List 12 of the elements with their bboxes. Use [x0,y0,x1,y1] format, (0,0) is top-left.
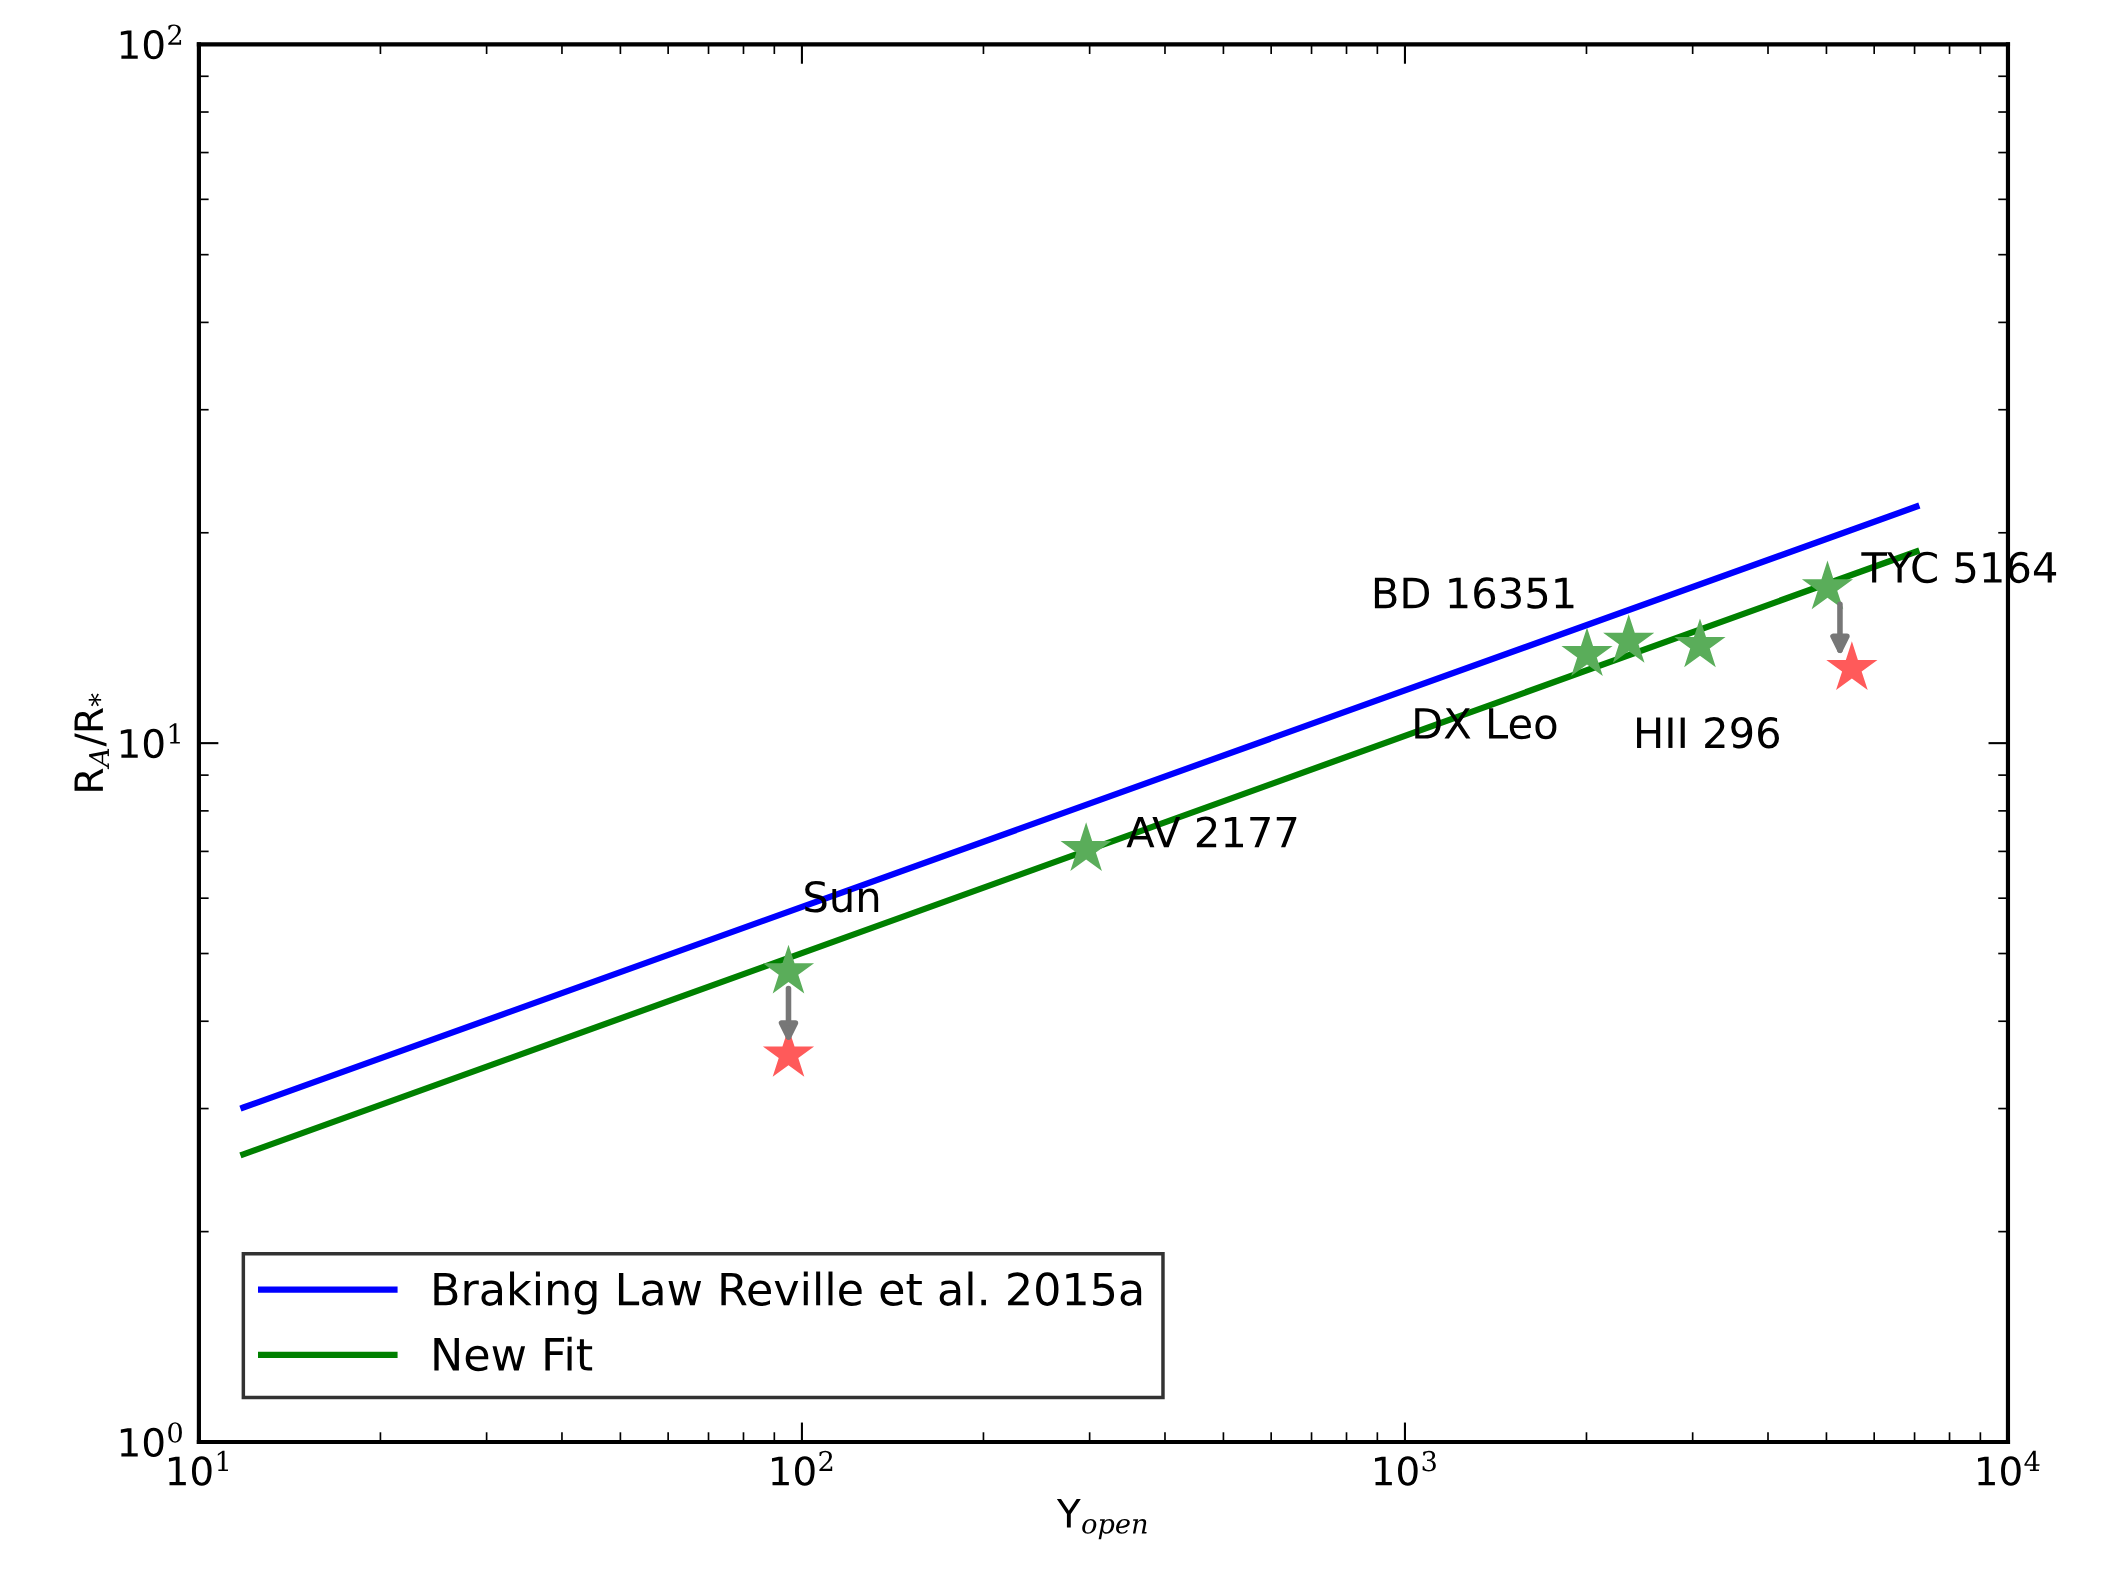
x-axis-title: Υ$_{open}$ [1056,1499,1147,1540]
legend-label: Braking Law Reville et al. 2015a [434,1271,1142,1315]
annotation: HII 296 [1637,717,1780,749]
y-tick-label: 10$^{1}$ [120,723,180,759]
legend-label: New Fit [434,1336,593,1372]
x-tick-label: 10$^{2}$ [771,1450,833,1486]
y-tick-label: 10$^{2}$ [120,24,182,60]
x-tick-label: 10$^{4}$ [1978,1450,2040,1486]
annotation: BD 16351 [1374,577,1574,609]
x-tick-label: 10$^{3}$ [1375,1450,1436,1486]
x-tick-label: 10$^{1}$ [168,1450,228,1486]
y-axis-title: R$_{A}$/R$_{*}$ [74,693,109,791]
